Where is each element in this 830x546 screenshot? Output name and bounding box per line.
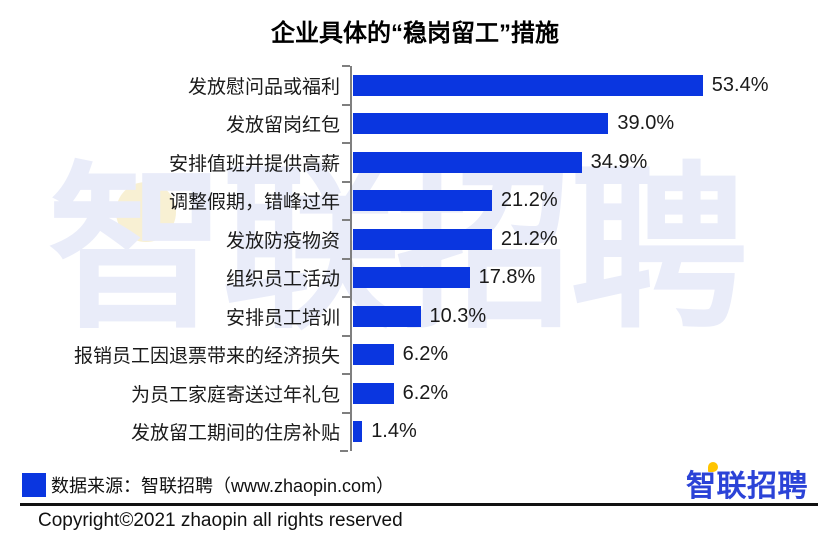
- bar-row: 安排员工培训 10.3%: [20, 296, 810, 336]
- category-label: 为员工家庭寄送过年礼包: [130, 384, 340, 406]
- bar-zone: 53.4%: [342, 65, 810, 105]
- value-label: 6.2%: [402, 343, 449, 366]
- bar-zone: 6.2%: [342, 334, 810, 374]
- bar: [353, 113, 609, 135]
- bar-zone: 21.2%: [342, 180, 810, 220]
- bar-row: 调整假期，错峰过年 21.2%: [20, 180, 810, 220]
- category-label: 发放慰问品或福利: [187, 76, 340, 98]
- copyright-text: Copyright©2021 zhaopin all rights reserv…: [38, 510, 403, 531]
- bar-zone: 17.8%: [342, 257, 810, 297]
- bar: [353, 267, 470, 289]
- bar-row: 组织员工活动 17.8%: [20, 257, 810, 297]
- value-label: 53.4%: [711, 73, 769, 96]
- bar: [353, 344, 394, 366]
- category-label: 组织员工活动: [225, 269, 340, 291]
- bar-row: 安排值班并提供高薪 34.9%: [20, 142, 810, 182]
- bar: [353, 151, 582, 173]
- bar-zone: 1.4%: [342, 411, 810, 451]
- bar-rows: 发放慰问品或福利 53.4% 发放留岗红包 39.0% 安排值班并提供高薪 34.9% 调整…: [20, 65, 810, 451]
- value-label: 39.0%: [617, 112, 675, 135]
- zhaopin-logo-text: 智联招聘: [686, 470, 808, 503]
- category-label: 发放留工期间的住房补贴: [130, 423, 340, 445]
- value-label: 17.8%: [478, 266, 536, 289]
- bar-zone: 34.9%: [342, 142, 810, 182]
- legend-swatch: [22, 473, 46, 497]
- data-source: 数据来源：智联招聘（www.zhaopin.com）: [22, 472, 394, 498]
- bar: [353, 421, 363, 443]
- category-label: 报销员工因退票带来的经济损失: [73, 346, 340, 368]
- value-label: 21.2%: [500, 189, 558, 212]
- category-label: 发放防疫物资: [225, 230, 340, 252]
- value-label: 21.2%: [500, 227, 558, 250]
- bar-zone: 6.2%: [342, 373, 810, 413]
- category-label: 调整假期，错峰过年: [168, 192, 340, 214]
- value-label: 6.2%: [402, 381, 449, 404]
- bar-zone: 10.3%: [342, 296, 810, 336]
- chart-title: 企业具体的“稳岗留工”措施: [271, 20, 559, 47]
- category-label: 发放留岗红包: [225, 115, 340, 137]
- watermark-dot-icon: [116, 182, 176, 242]
- category-label: 安排员工培训: [225, 307, 340, 329]
- bar: [353, 305, 421, 327]
- bar-row: 发放防疫物资 21.2%: [20, 219, 810, 259]
- axis-bottom-tick: [340, 450, 348, 452]
- bar: [353, 228, 492, 250]
- data-source-text: 数据来源：智联招聘（www.zhaopin.com）: [51, 476, 395, 496]
- bar-chart: 发放慰问品或福利 53.4% 发放留岗红包 39.0% 安排值班并提供高薪 34.9% 调整…: [20, 65, 810, 452]
- bar: [353, 382, 394, 404]
- bar-zone: 21.2%: [342, 219, 810, 259]
- value-label: 1.4%: [371, 420, 417, 443]
- bar: [353, 74, 703, 96]
- category-label: 安排值班并提供高薪: [168, 153, 340, 175]
- bar-row: 发放慰问品或福利 53.4%: [20, 65, 810, 105]
- zhaopin-logo-dot-icon: [708, 462, 718, 472]
- bar-row: 发放留岗红包 39.0%: [20, 103, 810, 143]
- value-label: 10.3%: [429, 304, 487, 327]
- zhaopin-logo: 智联招聘: [686, 461, 808, 505]
- value-label: 34.9%: [590, 150, 648, 173]
- bar: [353, 190, 492, 212]
- bar-row: 为员工家庭寄送过年礼包 6.2%: [20, 373, 810, 413]
- bar-zone: 39.0%: [342, 103, 810, 143]
- bar-row: 发放留工期间的住房补贴 1.4%: [20, 411, 810, 451]
- divider-line: [20, 503, 818, 506]
- bar-row: 报销员工因退票带来的经济损失 6.2%: [20, 334, 810, 374]
